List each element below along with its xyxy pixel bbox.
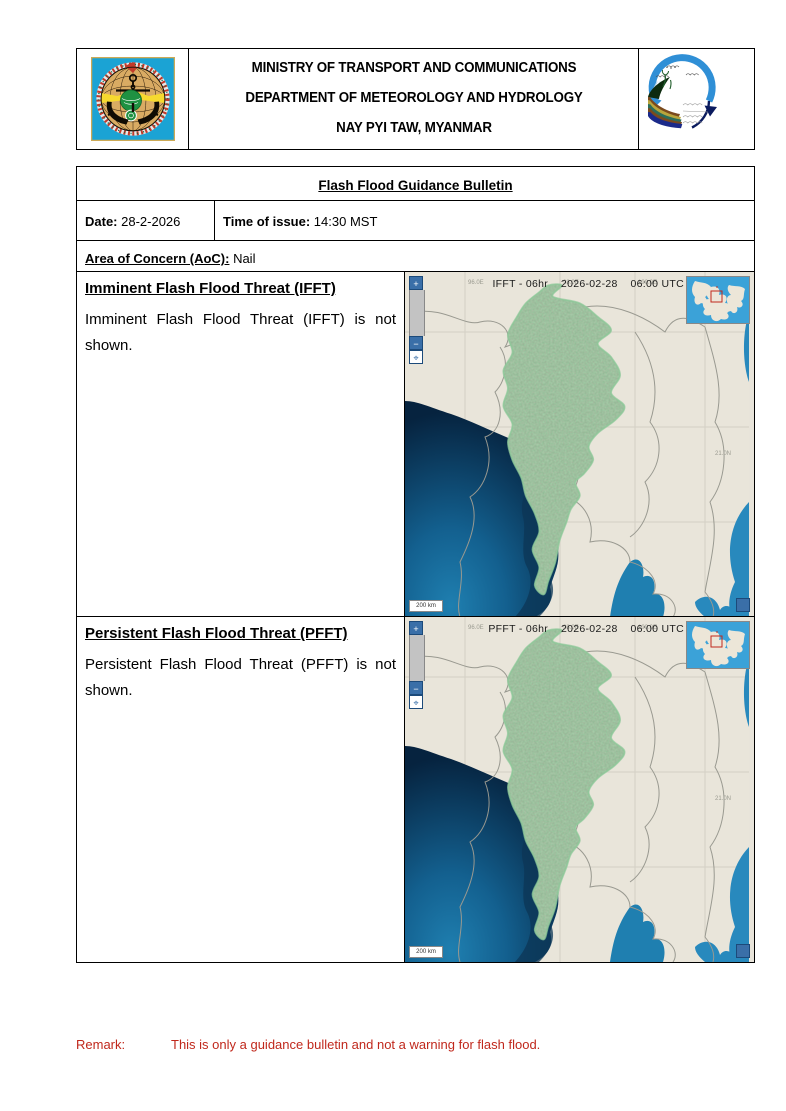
svg-text:21.0N: 21.0N [715, 796, 731, 802]
svg-text:21.0N: 21.0N [715, 451, 731, 457]
